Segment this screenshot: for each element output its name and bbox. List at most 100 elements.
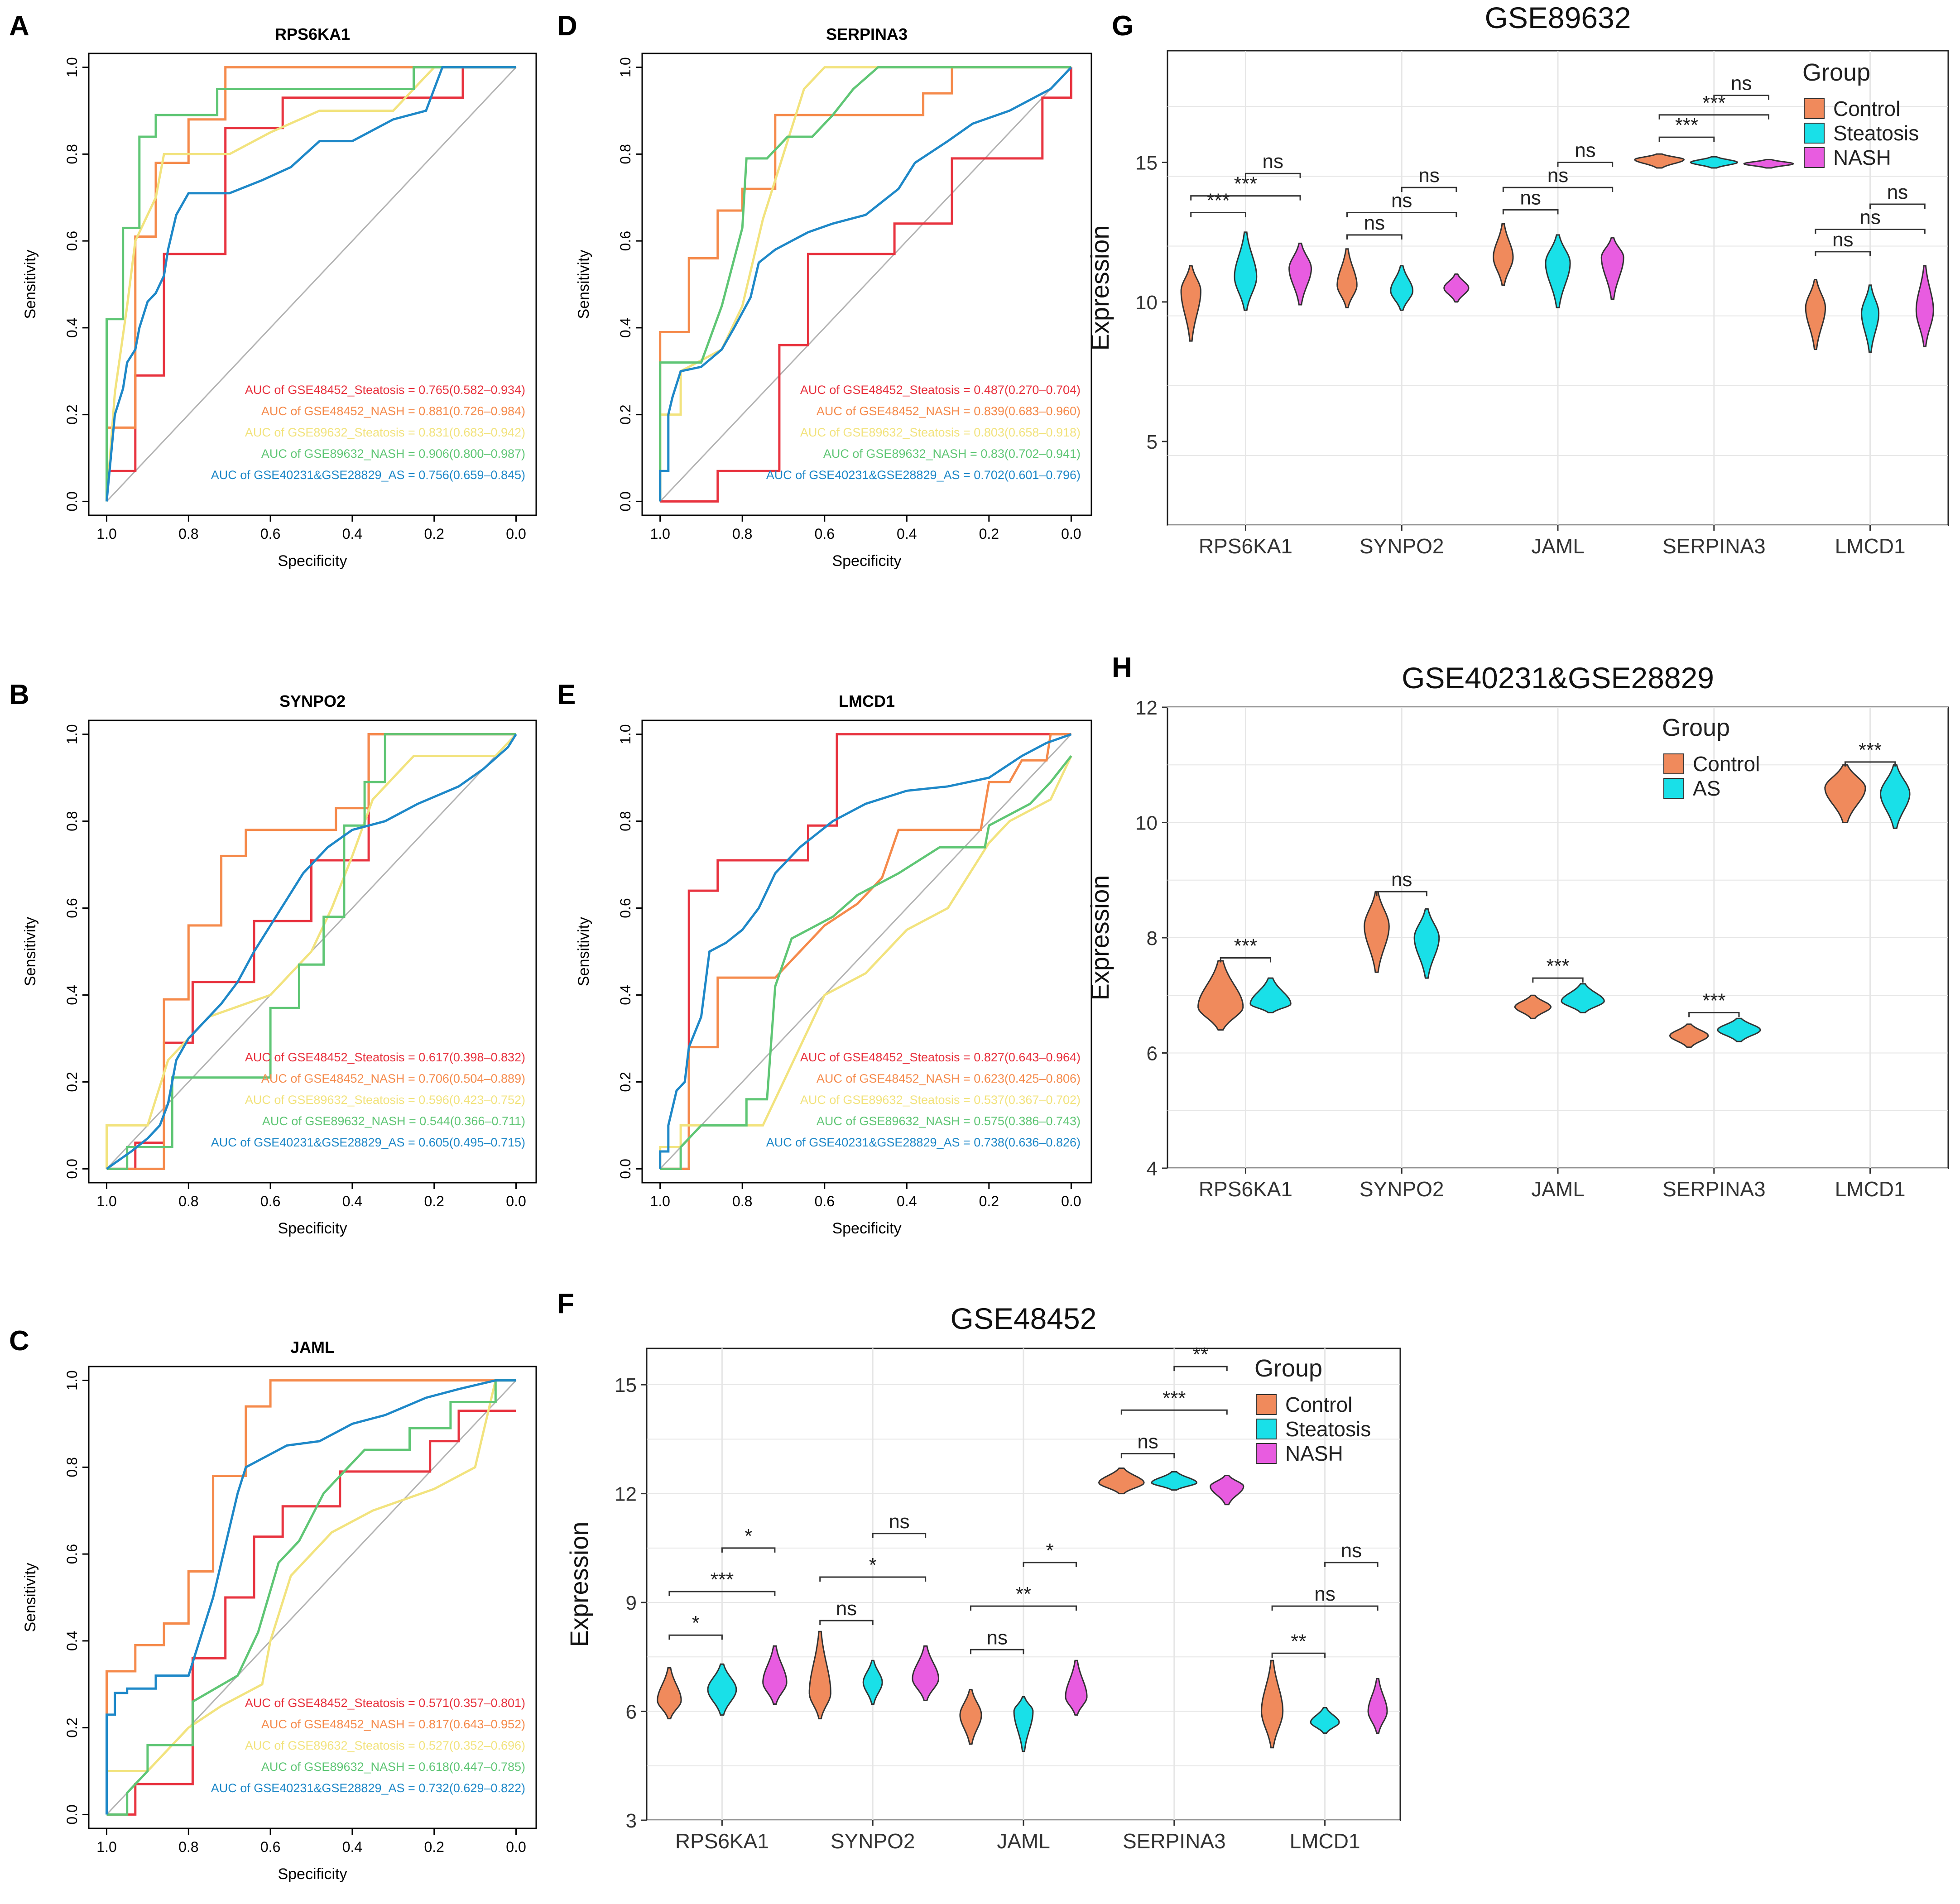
significance-bracket <box>1502 209 1559 215</box>
significance-label: ns <box>1341 1540 1362 1562</box>
category-label: SYNPO2 <box>1360 1177 1444 1201</box>
auc-label: AUC of GSE40231&GSE28829_AS = 0.732(0.62… <box>211 1781 525 1795</box>
violin-jaml-control <box>959 1688 982 1745</box>
auc-label: AUC of GSE48452_NASH = 0.839(0.683–0.960… <box>817 404 1081 418</box>
category-label: LMCD1 <box>1835 1177 1906 1201</box>
y-tick-label: 10 <box>1135 812 1158 834</box>
significance-label: *** <box>1206 190 1230 212</box>
violin-jaml-steatosis <box>1545 234 1571 308</box>
diagonal-reference-line <box>659 67 1072 502</box>
x-axis-label: Specificity <box>278 552 347 570</box>
significance-bracket <box>1220 957 1272 963</box>
significance-bracket <box>1688 1012 1740 1017</box>
category-label: SYNPO2 <box>831 1829 915 1853</box>
auc-label: AUC of GSE48452_Steatosis = 0.617(0.398–… <box>245 1050 525 1064</box>
violin-serpina3-as <box>1717 1017 1761 1042</box>
auc-label: AUC of GSE89632_NASH = 0.906(0.800–0.987… <box>261 447 525 460</box>
significance-bracket <box>1346 234 1403 240</box>
significance-label: ** <box>1193 1343 1208 1366</box>
panel-label: H <box>1112 652 1132 683</box>
auc-label: AUC of GSE48452_NASH = 0.706(0.504–0.889… <box>261 1072 525 1085</box>
significance-bracket <box>1815 229 1926 234</box>
legend-swatch <box>1804 123 1825 144</box>
significance-bracket <box>1658 136 1715 142</box>
significance-label: * <box>692 1612 700 1634</box>
significance-label: ns <box>1520 187 1541 209</box>
violin-title: GSE40231&GSE28829 <box>1402 661 1714 695</box>
violin-serpina3-nash <box>1743 158 1794 169</box>
significance-label: ** <box>1291 1630 1306 1652</box>
violin-jaml-as <box>1561 983 1605 1013</box>
y-tick-label: 0.0 <box>64 491 80 511</box>
category-label: SYNPO2 <box>1360 534 1444 558</box>
significance-label: *** <box>1859 739 1882 761</box>
x-tick-label: 0.8 <box>178 1839 198 1855</box>
significance-label: ns <box>1391 190 1412 212</box>
significance-bracket <box>1815 251 1871 256</box>
legend-swatch <box>1663 753 1684 774</box>
plot-frame <box>88 1366 537 1829</box>
x-tick-label: 1.0 <box>650 526 670 542</box>
violin-synpo2-control <box>808 1631 831 1720</box>
x-tick-label: 0.0 <box>1061 1193 1081 1209</box>
violin-jaml-nash <box>1600 237 1624 300</box>
category-label: RPS6KA1 <box>675 1829 769 1853</box>
significance-label: ** <box>1016 1583 1031 1605</box>
legend-entry: AS <box>1693 777 1720 800</box>
roc-curve-gse48452-steatosis <box>106 733 516 1170</box>
y-tick-label: 0.8 <box>64 1457 80 1477</box>
legend-entry: Control <box>1833 97 1900 120</box>
y-tick-label: 8 <box>1147 927 1158 950</box>
significance-bracket <box>1271 1605 1379 1611</box>
y-tick-label: 0.0 <box>64 1804 80 1824</box>
auc-label: AUC of GSE48452_Steatosis = 0.765(0.582–… <box>245 383 525 397</box>
auc-label: AUC of GSE40231&GSE28829_AS = 0.756(0.65… <box>211 468 525 482</box>
roc-curve-gse89632-nash <box>659 66 1071 502</box>
x-tick-label: 1.0 <box>650 1193 670 1209</box>
auc-label: AUC of GSE48452_NASH = 0.817(0.643–0.952… <box>261 1717 525 1731</box>
legend-swatch <box>1804 98 1825 119</box>
category-label: JAML <box>1531 1177 1585 1201</box>
violin-synpo2-control <box>1336 248 1358 308</box>
violin-rps6ka1-as <box>1249 977 1292 1013</box>
roc-curve-gse40231-gse28829-as <box>659 733 1072 1169</box>
violin-synpo2-steatosis <box>862 1659 883 1705</box>
panel-label: E <box>557 679 576 710</box>
violin-lmcd1-as <box>1879 764 1911 829</box>
significance-label: ns <box>1832 229 1853 251</box>
roc-curve-gse48452-steatosis <box>106 66 516 502</box>
violin-lmcd1-steatosis <box>1310 1707 1340 1734</box>
x-tick-label: 0.2 <box>424 526 444 542</box>
significance-label: ns <box>836 1597 857 1620</box>
legend-entry: Steatosis <box>1833 121 1919 145</box>
significance-label: ns <box>1418 164 1439 187</box>
auc-label: AUC of GSE48452_NASH = 0.623(0.425–0.806… <box>817 1072 1081 1085</box>
significance-label: *** <box>711 1568 734 1591</box>
significance-bracket <box>1532 977 1584 983</box>
roc-curve-gse48452-nash <box>660 733 1071 1170</box>
violin-title: GSE48452 <box>951 1302 1097 1335</box>
significance-label: ns <box>1731 72 1752 95</box>
y-tick-label: 0.8 <box>64 811 80 831</box>
panel-label: G <box>1112 10 1134 42</box>
panel-label: B <box>9 679 29 710</box>
x-tick-label: 0.0 <box>506 1839 526 1855</box>
violin-serpina3-steatosis <box>1151 1471 1198 1491</box>
category-label: JAML <box>997 1829 1050 1853</box>
y-tick-label: 1.0 <box>64 57 80 77</box>
y-tick-label: 0.2 <box>64 1072 80 1092</box>
violin-rps6ka1-control <box>657 1667 682 1720</box>
y-tick-label: 0.6 <box>617 898 634 918</box>
violin-lmcd1-steatosis <box>1861 284 1880 353</box>
y-tick-label: 0.4 <box>64 985 80 1005</box>
roc-curve-gse89632-nash <box>106 66 516 502</box>
violin-serpina3-control <box>1634 153 1685 169</box>
roc-curve-gse40231-gse28829-as <box>106 66 516 502</box>
roc-title: SYNPO2 <box>279 692 346 710</box>
x-tick-label: 0.4 <box>897 526 917 542</box>
auc-label: AUC of GSE89632_NASH = 0.544(0.366–0.711… <box>262 1114 525 1128</box>
roc-curve-gse48452-steatosis <box>660 67 1072 503</box>
plot-frame <box>641 719 1092 1184</box>
x-tick-label: 0.6 <box>260 1839 280 1855</box>
significance-bracket <box>819 1576 927 1582</box>
